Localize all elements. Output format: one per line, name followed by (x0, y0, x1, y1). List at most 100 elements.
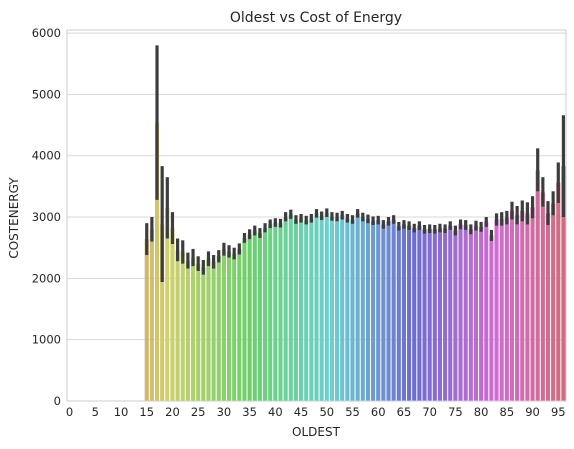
x-tick-label: 10 (114, 405, 129, 419)
bar (350, 219, 355, 401)
bar (278, 223, 283, 401)
bar (401, 224, 407, 401)
x-tick-label: 95 (551, 405, 566, 419)
bar (340, 215, 345, 401)
bar (190, 257, 196, 401)
bar (201, 267, 206, 401)
x-tick-label: 90 (525, 405, 540, 419)
bar (185, 260, 190, 401)
bar (299, 218, 304, 401)
x-axis-label: OLDEST (292, 425, 341, 439)
bar (335, 217, 340, 401)
bar (473, 225, 479, 401)
bar (268, 223, 273, 401)
bar (376, 220, 381, 401)
x-tick-label: 0 (66, 405, 73, 419)
bar (391, 219, 396, 401)
bar (520, 210, 525, 401)
bar (515, 215, 520, 401)
bar (211, 261, 216, 401)
bar (345, 218, 350, 401)
bar (484, 221, 489, 401)
bar (535, 170, 540, 401)
bar (154, 122, 160, 402)
bar (160, 224, 165, 401)
bar (463, 225, 468, 401)
bar (443, 228, 448, 401)
x-tick-label: 35 (242, 405, 257, 419)
x-tick-label: 15 (139, 405, 154, 419)
bar (221, 249, 226, 401)
bar (489, 235, 494, 401)
bar (237, 248, 242, 401)
x-tick-label: 5 (92, 405, 99, 419)
bar (422, 229, 427, 401)
x-tick-labels: 0 5 10 15 20 25 30 35 40 45 50 55 60 65 70 75 80 85 90 95 (66, 405, 566, 419)
bar (494, 219, 499, 401)
y-tick-label: 6000 (32, 26, 61, 40)
bar (437, 228, 443, 401)
bar (180, 251, 185, 401)
bar (309, 218, 314, 401)
bar (304, 220, 309, 401)
bar (365, 218, 371, 401)
bar (453, 230, 458, 401)
bars-layer (144, 122, 566, 402)
bar (170, 228, 175, 401)
bar (149, 229, 154, 401)
y-tick-label: 3000 (32, 210, 61, 224)
x-tick-label: 65 (397, 405, 412, 419)
bar (288, 214, 293, 401)
bar (262, 228, 268, 401)
bar (407, 225, 412, 401)
bar (427, 228, 432, 401)
x-tick-label: 75 (448, 405, 463, 419)
x-tick-label: 30 (217, 405, 232, 419)
bar (329, 216, 334, 401)
bar (355, 213, 360, 401)
bar (448, 225, 453, 401)
bar (144, 239, 149, 401)
bar (386, 221, 391, 401)
bar (324, 212, 329, 401)
y-tick-label: 1000 (32, 333, 61, 347)
bar (257, 232, 262, 401)
bar (561, 166, 566, 401)
bar (468, 229, 473, 401)
x-tick-label: 20 (165, 405, 180, 419)
bar (360, 217, 365, 401)
bar (196, 263, 201, 401)
bar (530, 207, 535, 401)
y-tick-label: 5000 (32, 87, 61, 101)
plot-frame (66, 29, 567, 402)
y-tick-label: 4000 (32, 149, 61, 163)
x-tick-label: 55 (345, 405, 360, 419)
bar (252, 230, 257, 401)
bar (314, 213, 319, 401)
chart-title: Oldest vs Cost of Energy (230, 10, 402, 26)
bar (412, 228, 417, 401)
bar (525, 213, 530, 401)
bar (540, 192, 545, 401)
bar (432, 229, 437, 401)
bar (242, 237, 247, 401)
y-tick-labels: 0 1000 2000 3000 4000 5000 6000 (32, 26, 61, 408)
y-tick-label: 2000 (32, 271, 61, 285)
x-tick-label: 45 (294, 405, 309, 419)
bar (283, 217, 288, 401)
bar (175, 250, 180, 401)
bar (556, 182, 561, 401)
x-tick-label: 50 (319, 405, 334, 419)
bar (206, 258, 211, 401)
y-tick-label: 0 (54, 394, 61, 408)
bar (396, 226, 401, 401)
bar (247, 234, 252, 401)
bar (216, 256, 221, 401)
bar (479, 226, 484, 401)
bar (293, 219, 298, 401)
bar (499, 218, 504, 401)
y-axis-label: COSTENERGY (7, 177, 21, 259)
bar (319, 215, 324, 401)
